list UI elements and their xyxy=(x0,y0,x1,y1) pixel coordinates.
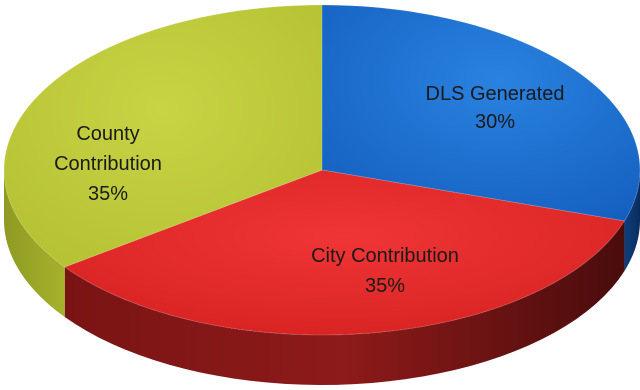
pie-value-label: 30% xyxy=(475,111,515,133)
pie-labels: DLS Generated 30%City Contribution 35%Coun… xyxy=(54,83,564,297)
pie-value-label: 35% xyxy=(88,183,128,205)
pie-value-label: 35% xyxy=(365,275,405,297)
pie-sides xyxy=(4,170,640,385)
pie-label-county-contribution: County Contribution 35% xyxy=(54,123,162,205)
pie-slice-city-contribution xyxy=(63,169,626,336)
pie-category-label: DLS Generated xyxy=(426,83,565,105)
pie-tops xyxy=(3,4,640,336)
pie-label-dls-generated: DLS Generated 30% xyxy=(426,83,565,133)
pie-slice-county-contribution xyxy=(3,4,323,268)
pie-category-label: Contribution xyxy=(54,153,162,175)
pie-side-dls-generated xyxy=(624,170,640,271)
pie-side-city-contribution xyxy=(64,220,625,385)
pie-label-city-contribution: City Contribution 35% xyxy=(311,245,459,297)
pie-category-label: City Contribution xyxy=(311,245,459,267)
pie-category-label: County xyxy=(76,123,139,145)
pie-side-county-contribution xyxy=(4,170,65,317)
